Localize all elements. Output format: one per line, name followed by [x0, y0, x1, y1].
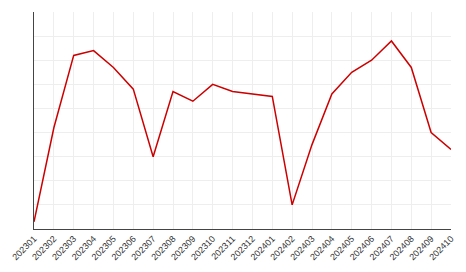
svg-text:202305: 202305	[90, 234, 118, 262]
svg-text:202409: 202409	[407, 234, 435, 262]
svg-text:202301: 202301	[10, 234, 38, 262]
svg-text:202308: 202308	[149, 234, 177, 262]
svg-text:202310: 202310	[189, 234, 217, 262]
svg-text:202304: 202304	[70, 234, 98, 262]
svg-text:202312: 202312	[229, 234, 257, 262]
svg-text:202311: 202311	[209, 234, 237, 262]
svg-text:202307: 202307	[129, 234, 157, 262]
svg-text:202402: 202402	[268, 234, 296, 262]
svg-text:202408: 202408	[388, 234, 416, 262]
svg-text:202407: 202407	[368, 234, 396, 262]
svg-text:202309: 202309	[169, 234, 197, 262]
svg-text:202404: 202404	[308, 234, 336, 262]
svg-text:202302: 202302	[30, 234, 58, 262]
svg-text:202401: 202401	[249, 234, 277, 262]
svg-text:202410: 202410	[427, 234, 455, 262]
svg-text:202303: 202303	[50, 234, 78, 262]
svg-text:202306: 202306	[110, 234, 138, 262]
svg-text:202405: 202405	[328, 234, 356, 262]
svg-text:202406: 202406	[348, 234, 376, 262]
svg-text:202403: 202403	[288, 234, 316, 262]
